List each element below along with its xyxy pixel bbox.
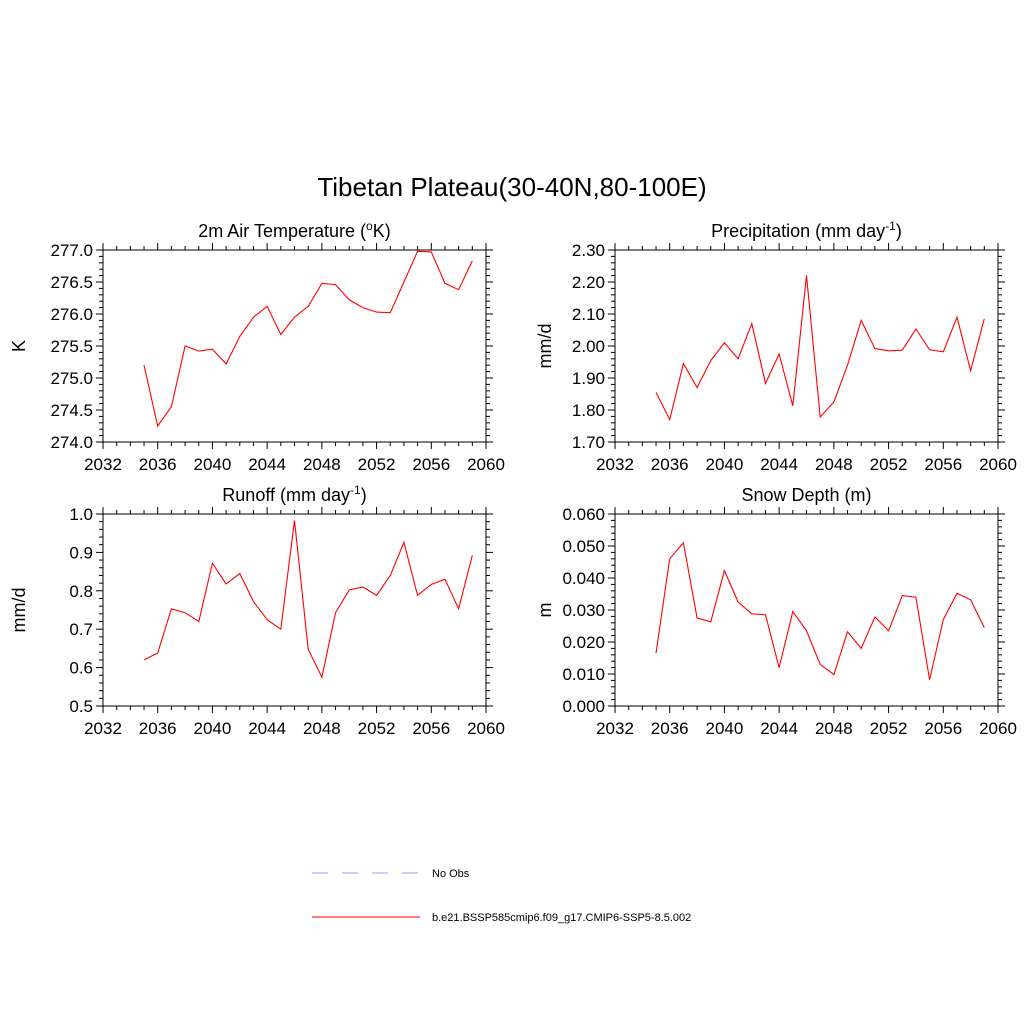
x-tick-label: 2060 — [467, 455, 505, 474]
y-tick-label: 0.9 — [69, 543, 93, 562]
x-tick-label: 2048 — [303, 455, 341, 474]
x-tick-label: 2032 — [84, 455, 122, 474]
x-tick-label: 2048 — [815, 455, 853, 474]
x-tick-label: 2032 — [596, 719, 634, 738]
y-axis-label: mm/d — [9, 588, 29, 633]
legend-label-1: No Obs — [432, 868, 470, 880]
x-tick-label: 2056 — [924, 719, 962, 738]
legend: No Obs b.e21.BSSP585cmip6.f09_g17.CMIP6-S… — [312, 868, 691, 924]
chart-panel-1: 2032 2036 2040 2044 2048 2052 2056 2060 274.0 274… — [9, 219, 505, 474]
x-tick-label: 2044 — [248, 719, 286, 738]
x-tick-label: 2056 — [412, 719, 450, 738]
y-axis-label: m — [535, 603, 555, 618]
x-tick-label: 2048 — [303, 719, 341, 738]
y-tick-label: 0.5 — [69, 697, 93, 716]
y-tick-label: 274.5 — [50, 401, 93, 420]
x-tick-label: 2036 — [139, 719, 177, 738]
y-tick-label: 274.0 — [50, 433, 93, 452]
chart-panel-4: 2032 2036 2040 2044 2048 2052 2056 2060 0.000 0.0… — [535, 485, 1017, 738]
x-tick-label: 2040 — [706, 455, 744, 474]
y-tick-label: 276.5 — [50, 273, 93, 292]
page-title: Tibetan Plateau(30-40N,80-100E) — [317, 172, 706, 202]
x-tick-label: 2056 — [412, 455, 450, 474]
series-line — [655, 275, 985, 422]
x-tick-label: 2048 — [815, 719, 853, 738]
x-tick-label: 2052 — [358, 719, 396, 738]
y-axis-label: mm/d — [535, 324, 555, 369]
y-tick-label: 0.040 — [562, 569, 605, 588]
x-tick-label: 2052 — [358, 455, 396, 474]
panel-title: Runoff (mm day-1) — [222, 483, 366, 505]
x-tick-label: 2044 — [760, 455, 798, 474]
panels: 2032 2036 2040 2044 2048 2052 2056 2060 274.0 274… — [9, 219, 1017, 738]
x-tick-label: 2060 — [979, 719, 1017, 738]
y-tick-label: 0.030 — [562, 601, 605, 620]
x-tick-label: 2060 — [979, 455, 1017, 474]
x-tick-label: 2036 — [139, 455, 177, 474]
series-line — [143, 250, 473, 428]
series-line — [143, 520, 473, 679]
y-tick-label: 277.0 — [50, 241, 93, 260]
y-tick-label: 0.060 — [562, 505, 605, 524]
y-axis-label: K — [9, 340, 29, 352]
y-tick-label: 2.10 — [572, 305, 605, 324]
y-tick-label: 0.6 — [69, 659, 93, 678]
x-tick-label: 2060 — [467, 719, 505, 738]
chart-panel-3: 2032 2036 2040 2044 2048 2052 2056 2060 0.5 0.6 0.… — [9, 483, 505, 738]
y-tick-label: 0.7 — [69, 620, 93, 639]
y-tick-label: 0.020 — [562, 633, 605, 652]
y-tick-label: 1.0 — [69, 505, 93, 524]
x-tick-label: 2036 — [651, 455, 689, 474]
x-tick-label: 2040 — [706, 719, 744, 738]
y-tick-label: 1.80 — [572, 401, 605, 420]
x-tick-label: 2040 — [194, 719, 232, 738]
panel-title: Precipitation (mm day-1) — [711, 219, 902, 241]
y-tick-label: 0.010 — [562, 665, 605, 684]
x-tick-label: 2032 — [596, 455, 634, 474]
y-tick-label: 2.20 — [572, 273, 605, 292]
x-tick-label: 2040 — [194, 455, 232, 474]
y-tick-label: 0.000 — [562, 697, 605, 716]
x-tick-label: 2032 — [84, 719, 122, 738]
x-tick-label: 2056 — [924, 455, 962, 474]
panel-title: 2m Air Temperature (oK) — [198, 219, 390, 241]
x-tick-label: 2052 — [870, 455, 908, 474]
series-line — [655, 541, 985, 680]
y-tick-label: 276.0 — [50, 305, 93, 324]
x-tick-label: 2036 — [651, 719, 689, 738]
y-tick-label: 1.90 — [572, 369, 605, 388]
legend-label-2: b.e21.BSSP585cmip6.f09_g17.CMIP6-SSP5-8.… — [432, 912, 691, 924]
x-tick-label: 2052 — [870, 719, 908, 738]
chart-panel-2: 2032 2036 2040 2044 2048 2052 2056 2060 1.70 1.80… — [535, 219, 1017, 474]
y-tick-label: 2.30 — [572, 241, 605, 260]
y-tick-label: 275.0 — [50, 369, 93, 388]
y-tick-label: 0.050 — [562, 537, 605, 556]
y-tick-label: 2.00 — [572, 337, 605, 356]
y-tick-label: 1.70 — [572, 433, 605, 452]
y-tick-label: 0.8 — [69, 582, 93, 601]
x-tick-label: 2044 — [760, 719, 798, 738]
panel-title: Snow Depth (m) — [741, 485, 871, 505]
y-tick-label: 275.5 — [50, 337, 93, 356]
x-tick-label: 2044 — [248, 455, 286, 474]
